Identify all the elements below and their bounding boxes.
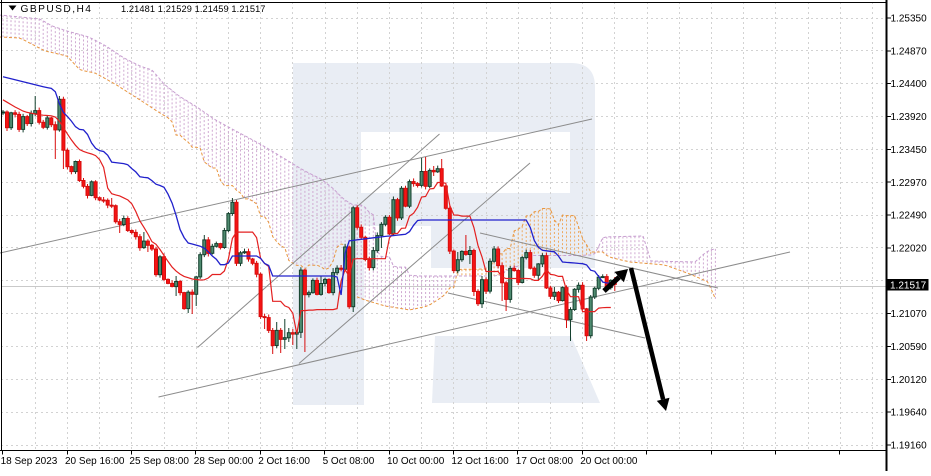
svg-text:10 Oct 00:00: 10 Oct 00:00	[387, 456, 445, 467]
svg-text:17 Oct 08:00: 17 Oct 08:00	[516, 456, 574, 467]
svg-text:20 Sep 16:00: 20 Sep 16:00	[65, 456, 125, 467]
svg-text:1.21517: 1.21517	[890, 281, 927, 292]
svg-text:25 Sep 08:00: 25 Sep 08:00	[129, 456, 189, 467]
svg-text:1.22490: 1.22490	[891, 211, 928, 222]
svg-text:5 Oct 08:00: 5 Oct 08:00	[323, 456, 375, 467]
svg-text:18 Sep 2023: 18 Sep 2023	[1, 456, 58, 467]
svg-text:1.23450: 1.23450	[891, 145, 928, 156]
svg-text:1.22020: 1.22020	[891, 244, 928, 255]
svg-text:1.25350: 1.25350	[891, 14, 928, 25]
svg-text:1.19160: 1.19160	[891, 441, 928, 452]
svg-text:1.19640: 1.19640	[891, 408, 928, 419]
svg-text:1.21070: 1.21070	[891, 309, 928, 320]
svg-text:1.21481 1.21529 1.21459 1.2151: 1.21481 1.21529 1.21459 1.21517	[121, 4, 266, 14]
svg-text:1.24870: 1.24870	[891, 46, 928, 57]
svg-text:1.24400: 1.24400	[891, 79, 928, 90]
svg-text:28 Sep 00:00: 28 Sep 00:00	[194, 456, 254, 467]
svg-text:1.23920: 1.23920	[891, 112, 928, 123]
svg-text:20 Oct 00:00: 20 Oct 00:00	[580, 456, 638, 467]
svg-text:1.20120: 1.20120	[891, 375, 928, 386]
svg-text:2 Oct 16:00: 2 Oct 16:00	[258, 456, 310, 467]
svg-text:1.20590: 1.20590	[891, 342, 928, 353]
svg-text:GBPUSD,H4: GBPUSD,H4	[21, 4, 93, 15]
svg-text:1.22970: 1.22970	[891, 178, 928, 189]
svg-text:12 Oct 16:00: 12 Oct 16:00	[451, 456, 509, 467]
